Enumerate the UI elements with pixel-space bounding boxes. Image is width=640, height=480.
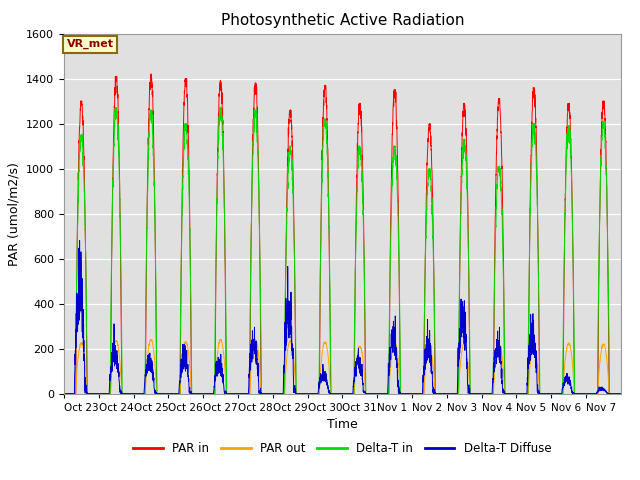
Delta-T in xyxy=(495,164,503,169)
Delta-T in xyxy=(111,105,119,111)
Delta-T in xyxy=(617,391,625,396)
PAR out xyxy=(523,391,531,396)
Delta-T in xyxy=(176,391,184,396)
Delta-T in xyxy=(523,391,531,396)
Delta-T in xyxy=(364,391,371,396)
Delta-T Diffuse xyxy=(617,391,625,396)
PAR out xyxy=(393,348,401,353)
Delta-T Diffuse xyxy=(523,391,531,396)
Text: VR_met: VR_met xyxy=(67,39,114,49)
Y-axis label: PAR (umol/m2/s): PAR (umol/m2/s) xyxy=(8,162,20,265)
PAR out xyxy=(617,391,625,396)
PAR out xyxy=(537,391,545,396)
Delta-T Diffuse xyxy=(76,238,83,243)
PAR in xyxy=(523,391,531,396)
Line: PAR in: PAR in xyxy=(64,74,621,394)
PAR in xyxy=(60,391,68,396)
Title: Photosynthetic Active Radiation: Photosynthetic Active Radiation xyxy=(221,13,464,28)
PAR in xyxy=(537,391,545,396)
Delta-T Diffuse xyxy=(393,365,401,371)
Line: PAR out: PAR out xyxy=(64,339,621,394)
PAR out xyxy=(364,391,371,396)
Delta-T Diffuse xyxy=(176,379,184,384)
PAR in xyxy=(364,391,371,396)
PAR in xyxy=(617,391,625,396)
Delta-T in xyxy=(393,176,401,181)
Delta-T Diffuse xyxy=(537,391,545,396)
PAR in xyxy=(147,71,155,77)
PAR in xyxy=(495,96,503,102)
Line: Delta-T in: Delta-T in xyxy=(64,108,621,394)
PAR out xyxy=(176,391,184,396)
Delta-T in xyxy=(60,391,68,396)
Delta-T in xyxy=(537,391,545,396)
Delta-T Diffuse xyxy=(495,351,503,357)
PAR in xyxy=(176,391,184,396)
Legend: PAR in, PAR out, Delta-T in, Delta-T Diffuse: PAR in, PAR out, Delta-T in, Delta-T Dif… xyxy=(129,437,556,460)
PAR out xyxy=(495,341,503,347)
X-axis label: Time: Time xyxy=(327,418,358,431)
PAR out xyxy=(147,336,154,342)
PAR in xyxy=(393,132,401,138)
Delta-T Diffuse xyxy=(364,391,371,396)
Line: Delta-T Diffuse: Delta-T Diffuse xyxy=(64,240,621,394)
PAR out xyxy=(60,391,68,396)
Delta-T Diffuse xyxy=(60,391,68,396)
